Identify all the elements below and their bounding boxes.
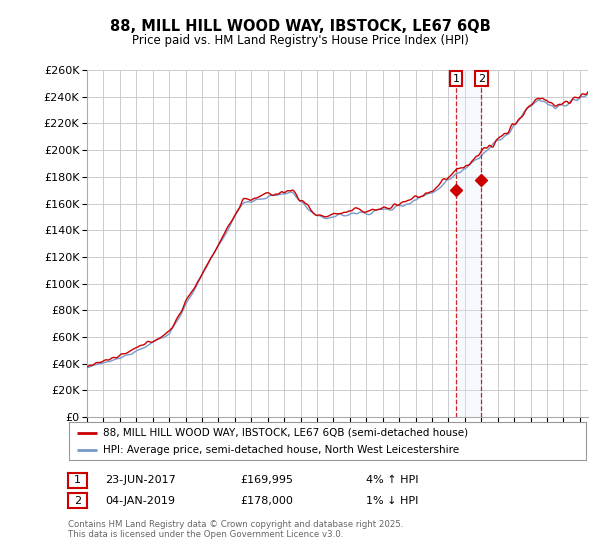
Text: 1: 1 bbox=[74, 475, 81, 486]
Text: Price paid vs. HM Land Registry's House Price Index (HPI): Price paid vs. HM Land Registry's House … bbox=[131, 34, 469, 47]
Text: 04-JAN-2019: 04-JAN-2019 bbox=[105, 496, 175, 506]
Text: £178,000: £178,000 bbox=[240, 496, 293, 506]
Text: 2: 2 bbox=[478, 74, 485, 83]
Text: £169,995: £169,995 bbox=[240, 475, 293, 486]
Text: HPI: Average price, semi-detached house, North West Leicestershire: HPI: Average price, semi-detached house,… bbox=[103, 445, 459, 455]
Text: 1: 1 bbox=[452, 74, 460, 83]
Text: 2: 2 bbox=[74, 496, 81, 506]
Text: 23-JUN-2017: 23-JUN-2017 bbox=[105, 475, 176, 486]
Text: 4% ↑ HPI: 4% ↑ HPI bbox=[366, 475, 419, 486]
Bar bbox=[456, 70, 481, 417]
Text: 1% ↓ HPI: 1% ↓ HPI bbox=[366, 496, 418, 506]
Text: Contains HM Land Registry data © Crown copyright and database right 2025.
This d: Contains HM Land Registry data © Crown c… bbox=[68, 520, 403, 539]
Text: 88, MILL HILL WOOD WAY, IBSTOCK, LE67 6QB (semi-detached house): 88, MILL HILL WOOD WAY, IBSTOCK, LE67 6Q… bbox=[103, 427, 468, 437]
Text: 88, MILL HILL WOOD WAY, IBSTOCK, LE67 6QB: 88, MILL HILL WOOD WAY, IBSTOCK, LE67 6Q… bbox=[110, 20, 490, 34]
